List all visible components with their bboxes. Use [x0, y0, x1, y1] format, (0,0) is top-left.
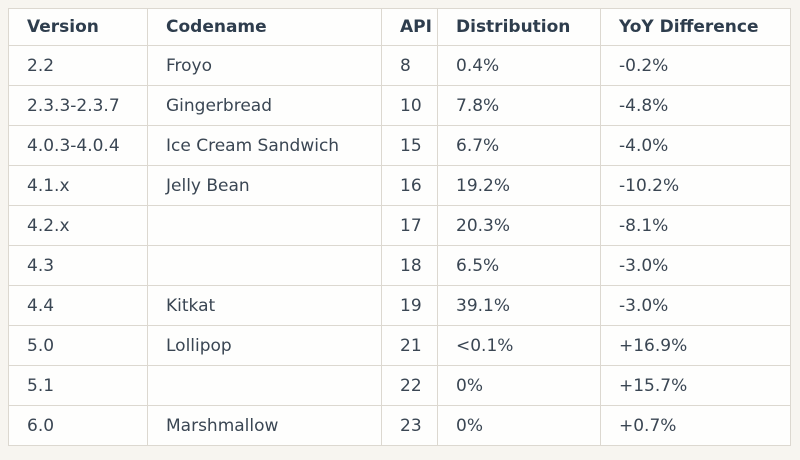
table-row: 4.4 Kitkat 19 39.1% -3.0%: [8, 285, 791, 326]
cell-api: 23: [381, 405, 438, 446]
table-header-row: Version Codename API Distribution YoY Di…: [8, 8, 791, 46]
cell-distribution: 20.3%: [437, 205, 601, 246]
cell-version: 4.4: [8, 285, 148, 326]
cell-distribution: 0.4%: [437, 45, 601, 86]
table-row: 2.2 Froyo 8 0.4% -0.2%: [8, 45, 791, 86]
table-header: Version Codename API Distribution YoY Di…: [8, 8, 791, 46]
cell-yoy: -4.0%: [600, 125, 791, 166]
column-header-api: API: [381, 8, 438, 46]
cell-yoy: -4.8%: [600, 85, 791, 126]
cell-version: 6.0: [8, 405, 148, 446]
cell-version: 5.0: [8, 325, 148, 366]
cell-api: 15: [381, 125, 438, 166]
table-row: 5.1 22 0% +15.7%: [8, 365, 791, 406]
cell-yoy: -10.2%: [600, 165, 791, 206]
cell-api: 8: [381, 45, 438, 86]
cell-distribution: 6.5%: [437, 245, 601, 286]
table-row: 4.1.x Jelly Bean 16 19.2% -10.2%: [8, 165, 791, 206]
cell-version: 5.1: [8, 365, 148, 406]
android-distribution-table-container: Version Codename API Distribution YoY Di…: [8, 8, 791, 446]
cell-codename: Marshmallow: [147, 405, 382, 446]
column-header-distribution: Distribution: [437, 8, 601, 46]
cell-version: 4.2.x: [8, 205, 148, 246]
column-header-codename: Codename: [147, 8, 382, 46]
cell-api: 10: [381, 85, 438, 126]
cell-version: 2.3.3-2.3.7: [8, 85, 148, 126]
cell-version: 4.3: [8, 245, 148, 286]
cell-codename: Froyo: [147, 45, 382, 86]
column-header-version: Version: [8, 8, 148, 46]
cell-codename: Kitkat: [147, 285, 382, 326]
cell-yoy: +0.7%: [600, 405, 791, 446]
cell-yoy: -3.0%: [600, 285, 791, 326]
cell-yoy: -8.1%: [600, 205, 791, 246]
table-row: 2.3.3-2.3.7 Gingerbread 10 7.8% -4.8%: [8, 85, 791, 126]
cell-distribution: 6.7%: [437, 125, 601, 166]
table-body: 2.2 Froyo 8 0.4% -0.2% 2.3.3-2.3.7 Gingerbread…: [8, 45, 791, 446]
cell-codename: Ice Cream Sandwich: [147, 125, 382, 166]
cell-yoy: +16.9%: [600, 325, 791, 366]
cell-api: 21: [381, 325, 438, 366]
table-row: 4.2.x 17 20.3% -8.1%: [8, 205, 791, 246]
cell-yoy: -0.2%: [600, 45, 791, 86]
cell-distribution: 19.2%: [437, 165, 601, 206]
android-distribution-table: Version Codename API Distribution YoY Di…: [8, 8, 791, 446]
cell-codename: [147, 365, 382, 406]
cell-api: 17: [381, 205, 438, 246]
cell-distribution: 0%: [437, 405, 601, 446]
cell-codename: Jelly Bean: [147, 165, 382, 206]
cell-codename: Gingerbread: [147, 85, 382, 126]
table-row: 6.0 Marshmallow 23 0% +0.7%: [8, 405, 791, 446]
cell-api: 22: [381, 365, 438, 406]
cell-codename: Lollipop: [147, 325, 382, 366]
cell-api: 16: [381, 165, 438, 206]
cell-distribution: 0%: [437, 365, 601, 406]
cell-version: 4.1.x: [8, 165, 148, 206]
cell-codename: [147, 205, 382, 246]
cell-api: 18: [381, 245, 438, 286]
cell-yoy: -3.0%: [600, 245, 791, 286]
cell-distribution: <0.1%: [437, 325, 601, 366]
table-row: 4.0.3-4.0.4 Ice Cream Sandwich 15 6.7% -4.0%: [8, 125, 791, 166]
cell-version: 4.0.3-4.0.4: [8, 125, 148, 166]
cell-codename: [147, 245, 382, 286]
cell-distribution: 7.8%: [437, 85, 601, 126]
column-header-yoy: YoY Difference: [600, 8, 791, 46]
cell-distribution: 39.1%: [437, 285, 601, 326]
cell-api: 19: [381, 285, 438, 326]
table-row: 5.0 Lollipop 21 <0.1% +16.9%: [8, 325, 791, 366]
cell-version: 2.2: [8, 45, 148, 86]
table-row: 4.3 18 6.5% -3.0%: [8, 245, 791, 286]
cell-yoy: +15.7%: [600, 365, 791, 406]
